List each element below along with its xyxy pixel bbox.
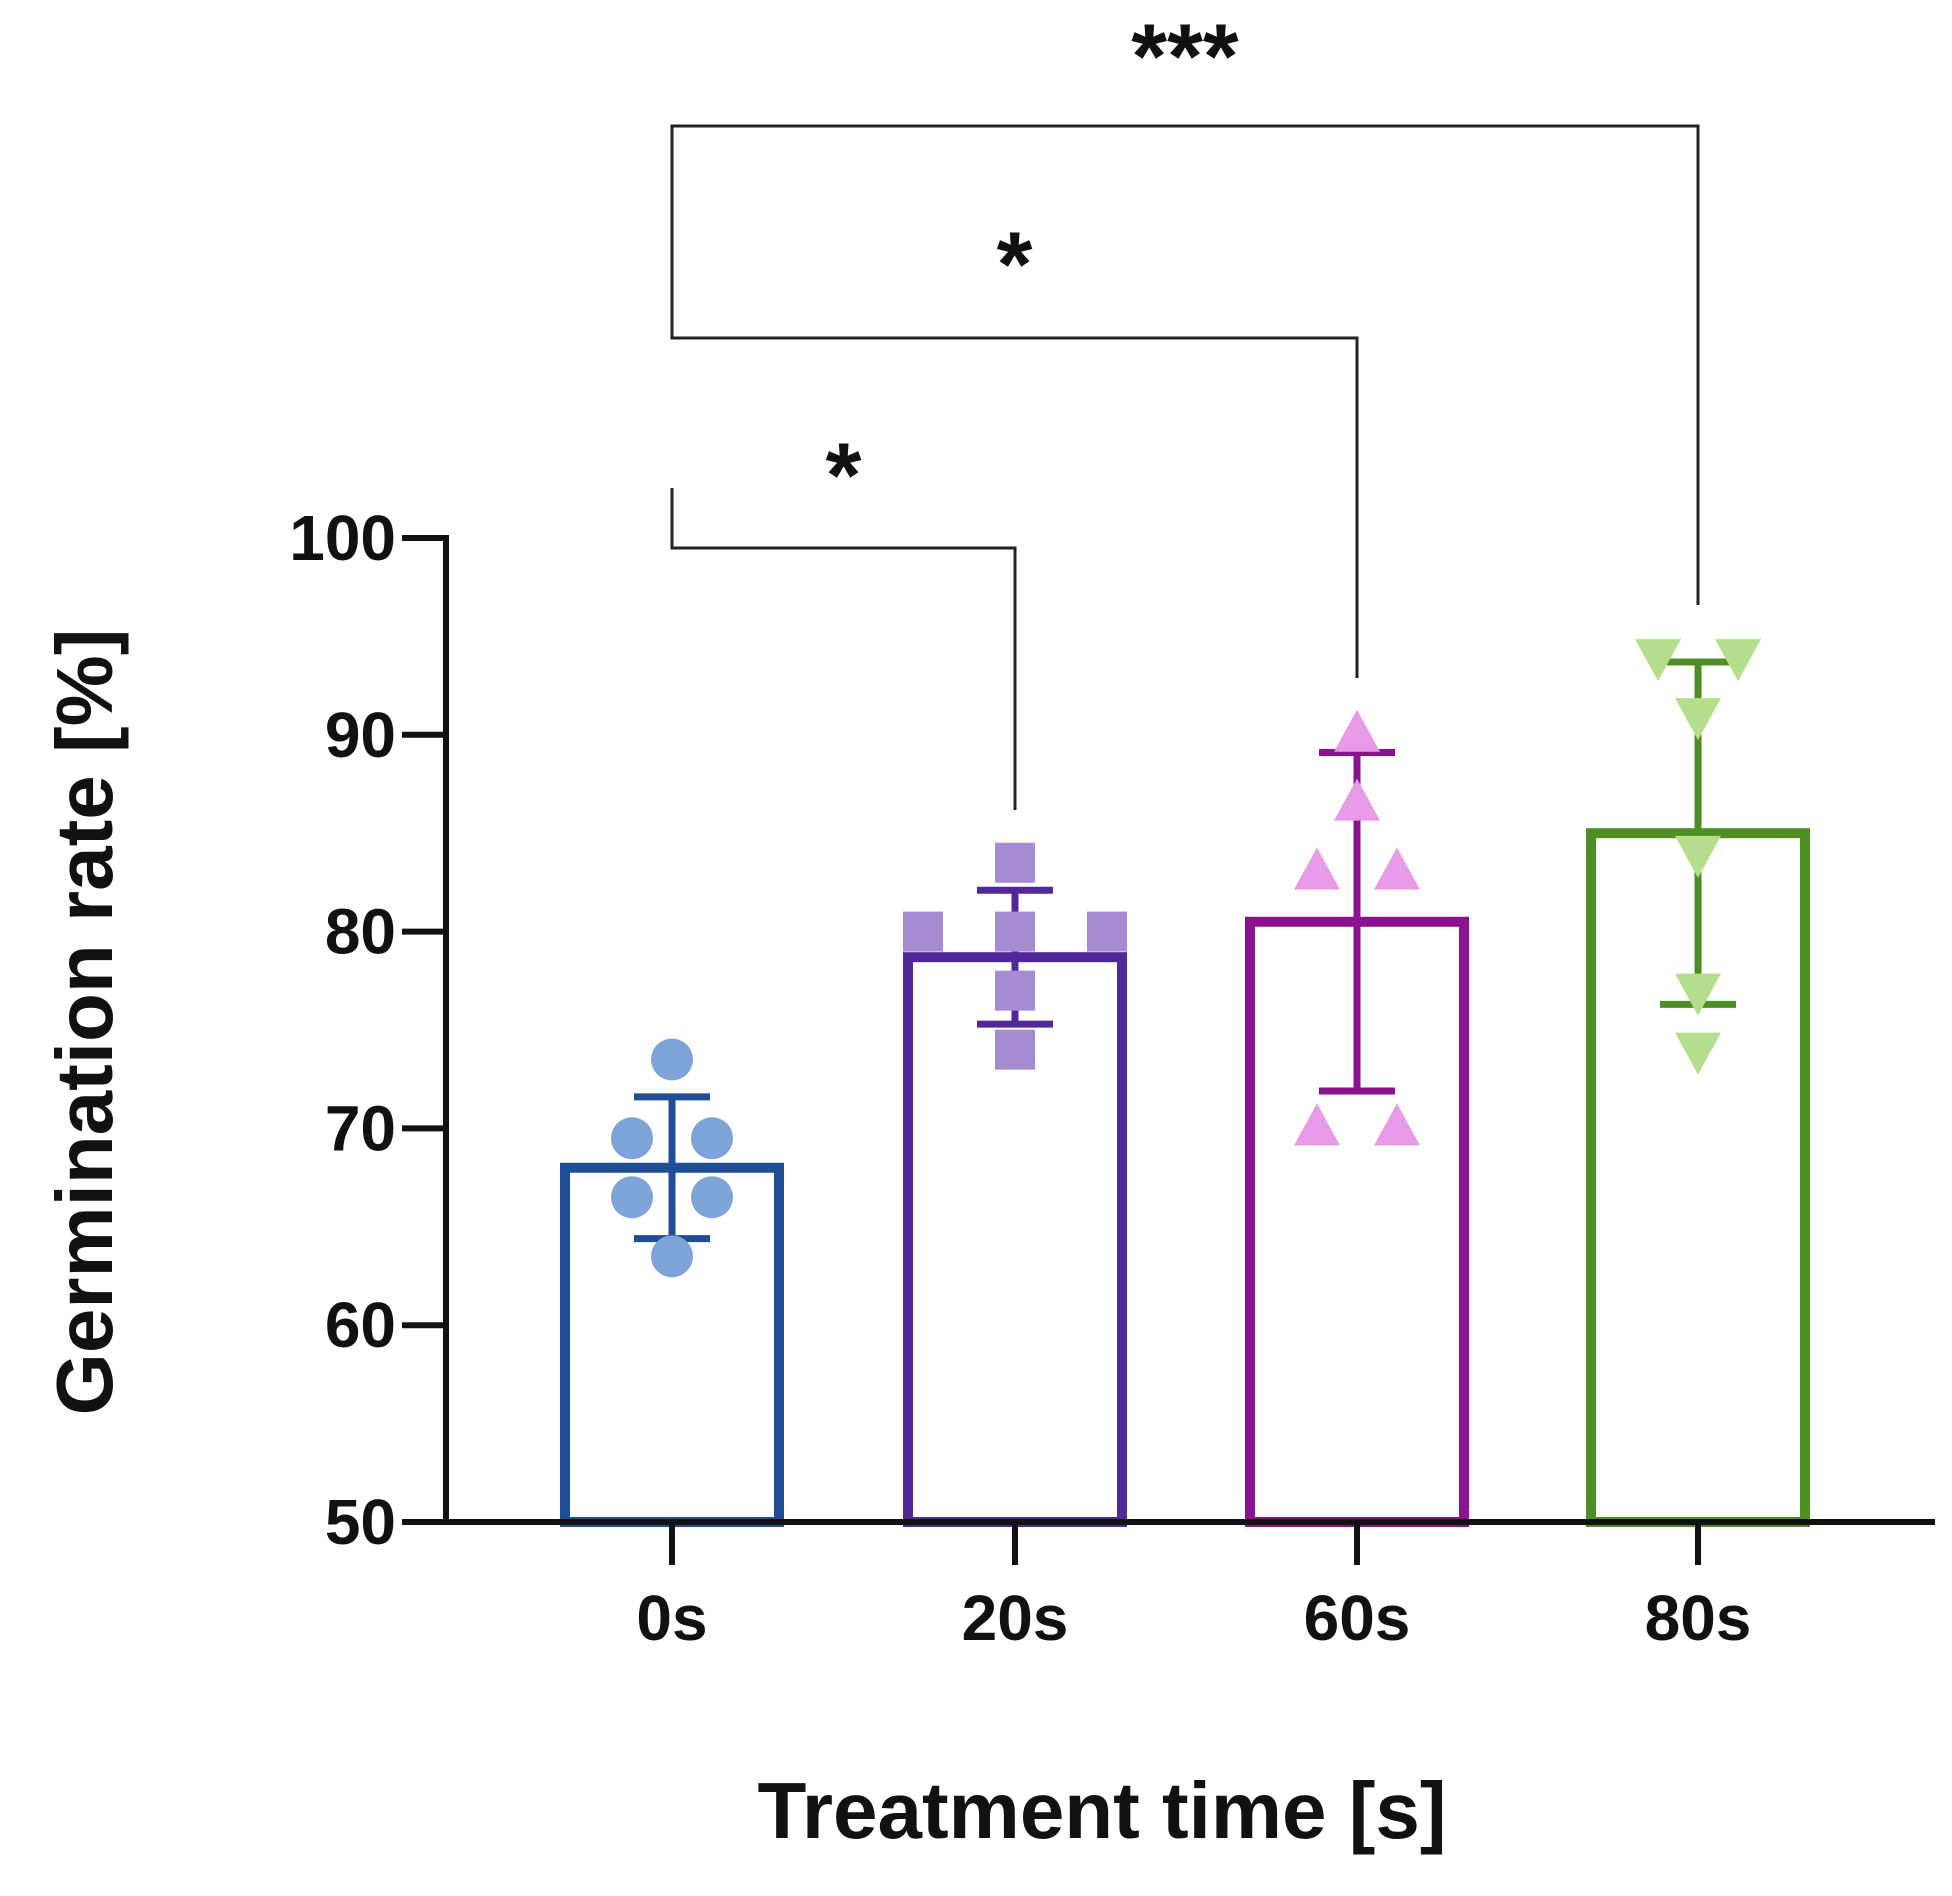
data-point-80s: [1675, 698, 1721, 741]
x-tick-label-60s: 60s: [1304, 1582, 1411, 1654]
y-axis-title: Germination rate [%]: [40, 629, 129, 1416]
data-point-0s: [651, 1235, 693, 1278]
data-point-80s: [1715, 639, 1761, 682]
data-point-20s: [995, 911, 1035, 952]
x-tick-label-20s: 20s: [962, 1582, 1069, 1654]
data-point-80s: [1675, 1032, 1721, 1075]
significance-bracket-0s-60s: *: [670, 214, 1359, 678]
data-point-0s: [651, 1038, 693, 1081]
significance-bracket-0s-80s: ***: [670, 6, 1700, 605]
x-tick-label-80s: 80s: [1645, 1582, 1752, 1654]
data-point-20s: [995, 970, 1035, 1011]
data-point-60s: [1374, 1103, 1420, 1146]
data-point-0s: [691, 1176, 733, 1219]
bar-80s: [1586, 828, 1810, 1527]
bracket-line: [670, 488, 1017, 810]
data-point-20s: [995, 842, 1035, 883]
significance-label: *: [826, 425, 862, 527]
data-point-20s: [903, 911, 943, 952]
x-tick-label-0s: 0s: [636, 1582, 707, 1654]
y-tick-label-50: 50: [325, 1486, 396, 1558]
data-point-60s: [1294, 847, 1340, 890]
significance-bracket-0s-20s: *: [670, 425, 1017, 810]
data-point-20s: [1087, 911, 1127, 952]
data-point-0s: [691, 1117, 733, 1160]
bracket-line: [670, 276, 1359, 678]
x-axis-title: Treatment time [s]: [757, 1766, 1446, 1855]
y-tick-label-60: 60: [325, 1289, 396, 1361]
bracket-line: [670, 124, 1700, 605]
y-tick-label-80: 80: [325, 896, 396, 968]
significance-label: *: [997, 214, 1033, 316]
data-point-60s: [1294, 1103, 1340, 1146]
data-point-60s: [1334, 709, 1380, 752]
data-point-20s: [995, 1029, 1035, 1070]
y-tick-label-70: 70: [325, 1092, 396, 1164]
data-point-60s: [1334, 778, 1380, 821]
data-point-0s: [611, 1117, 653, 1160]
significance-label: ***: [1131, 6, 1239, 108]
data-point-80s: [1675, 835, 1721, 878]
data-point-80s: [1635, 639, 1681, 682]
data-point-0s: [611, 1176, 653, 1219]
data-point-80s: [1675, 973, 1721, 1016]
y-tick-label-90: 90: [325, 699, 396, 771]
data-point-60s: [1374, 847, 1420, 890]
y-tick-label-100: 100: [289, 502, 396, 574]
